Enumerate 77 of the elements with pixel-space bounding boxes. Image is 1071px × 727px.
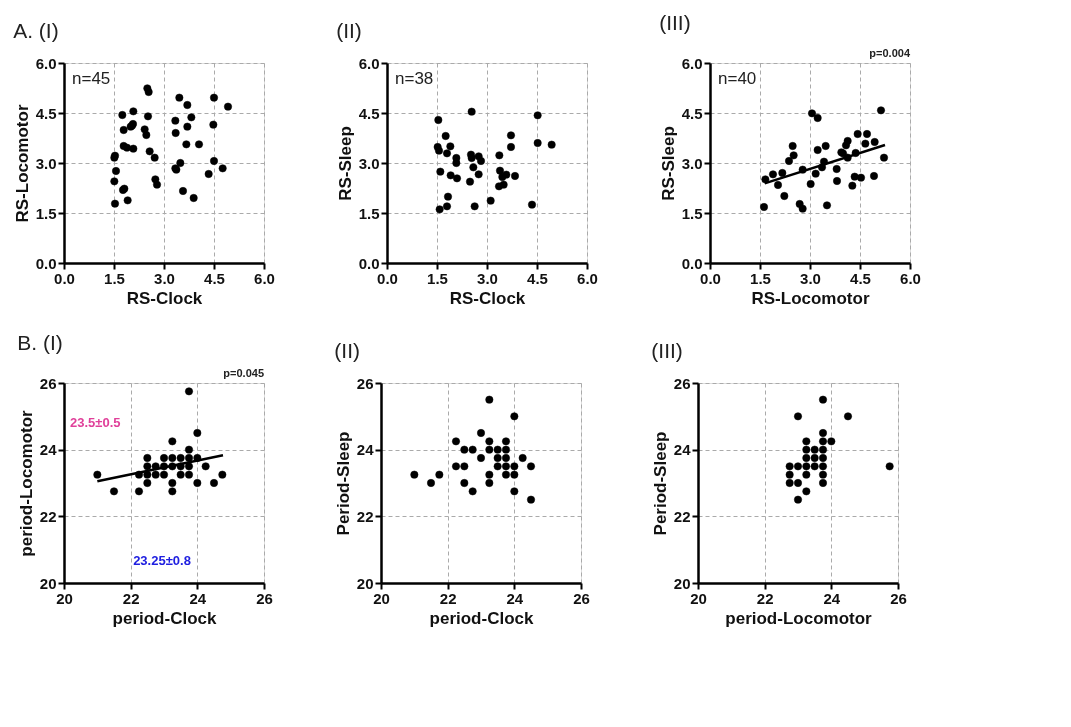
- x-tick-label: 3.0: [154, 269, 175, 287]
- x-tick-label: 0.0: [54, 269, 75, 287]
- chart-title: (III): [659, 11, 691, 34]
- y-tick-label: 6.0: [35, 54, 57, 72]
- y-tick-label: 24: [356, 441, 375, 459]
- chart-title: B. (I): [17, 331, 63, 354]
- x-tick-label: 0.0: [700, 269, 721, 287]
- x-tick-label: 3.0: [800, 269, 821, 287]
- x-tick-label: 26: [256, 589, 273, 607]
- y-tick-label: 24: [39, 441, 58, 459]
- x-tick-label: 24: [506, 589, 524, 607]
- y-tick-label: 0.0: [681, 254, 703, 272]
- x-axis-title: period-Locomotor: [725, 608, 873, 628]
- annotation: n=45: [72, 69, 111, 88]
- x-tick-label: 22: [756, 589, 774, 607]
- y-tick-label: 3.0: [681, 154, 703, 172]
- y-tick-label: 20: [673, 574, 691, 592]
- chart-title: (II): [334, 339, 360, 362]
- y-tick-label: 4.5: [35, 104, 57, 122]
- x-tick-label: 6.0: [254, 269, 275, 287]
- chart-title: (III): [651, 339, 683, 362]
- y-tick-label: 22: [356, 507, 374, 525]
- y-tick-label: 1.5: [358, 204, 380, 222]
- annotation: n=40: [718, 69, 757, 88]
- y-axis-title: Period-Sleep: [650, 431, 670, 536]
- x-tick-label: 4.5: [527, 269, 548, 287]
- x-axis-title: RS-Locomotor: [751, 288, 870, 308]
- x-tick-label: 22: [122, 589, 140, 607]
- y-tick-label: 1.5: [35, 204, 57, 222]
- x-axis-title: period-Clock: [112, 608, 217, 628]
- y-tick-label: 3.0: [35, 154, 57, 172]
- y-tick-label: 26: [673, 374, 691, 392]
- x-tick-label: 0.0: [377, 269, 398, 287]
- x-tick-label: 26: [573, 589, 590, 607]
- x-tick-label: 24: [189, 589, 207, 607]
- y-tick-label: 3.0: [358, 154, 380, 172]
- y-tick-label: 22: [39, 507, 57, 525]
- x-tick-label: 22: [439, 589, 457, 607]
- y-tick-label: 26: [39, 374, 57, 392]
- x-axis-title: RS-Clock: [126, 288, 203, 308]
- annotation: n=38: [395, 69, 434, 88]
- x-tick-label: 4.5: [850, 269, 871, 287]
- chart-title: A. (I): [13, 19, 59, 42]
- y-tick-label: 20: [356, 574, 374, 592]
- text: p=0.045: [223, 367, 264, 379]
- x-tick-label: 24: [823, 589, 841, 607]
- annotation: 23.25±0.8: [133, 553, 191, 568]
- x-tick-label: 6.0: [577, 269, 598, 287]
- x-tick-label: 1.5: [104, 269, 125, 287]
- y-tick-label: 0.0: [358, 254, 380, 272]
- x-tick-label: 6.0: [900, 269, 921, 287]
- y-tick-label: 6.0: [358, 54, 380, 72]
- x-tick-label: 20: [56, 589, 73, 607]
- x-tick-label: 26: [890, 589, 907, 607]
- y-tick-label: 1.5: [681, 204, 703, 222]
- y-tick-label: 6.0: [681, 54, 703, 72]
- x-axis-title: period-Clock: [429, 608, 534, 628]
- y-axis-title: Period-Sleep: [333, 431, 353, 536]
- x-tick-label: 3.0: [477, 269, 498, 287]
- y-tick-label: 22: [673, 507, 691, 525]
- y-tick-label: 4.5: [358, 104, 380, 122]
- y-tick-label: 4.5: [681, 104, 703, 122]
- x-axis-title: RS-Clock: [449, 288, 526, 308]
- y-axis-title: period-Locomotor: [16, 409, 36, 557]
- y-axis-title: RS-Sleep: [658, 126, 678, 201]
- y-tick-label: 26: [356, 374, 374, 392]
- x-tick-label: 1.5: [427, 269, 448, 287]
- y-axis-title: RS-Locomotor: [12, 104, 32, 223]
- y-tick-label: 0.0: [35, 254, 57, 272]
- text: p=0.004: [869, 47, 911, 59]
- y-tick-label: 24: [673, 441, 692, 459]
- y-axis-title: RS-Sleep: [335, 126, 355, 201]
- y-tick-label: 20: [39, 574, 57, 592]
- x-tick-label: 4.5: [204, 269, 225, 287]
- x-tick-label: 1.5: [750, 269, 771, 287]
- annotation: 23.5±0.5: [70, 415, 121, 430]
- chart-title: (II): [336, 19, 362, 42]
